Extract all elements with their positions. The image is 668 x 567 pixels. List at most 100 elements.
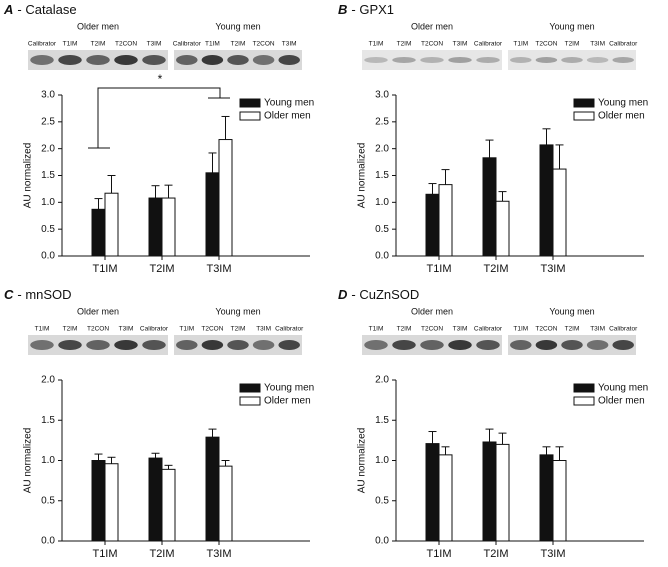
lane-label: T1IM	[205, 41, 220, 48]
lane-label: T2IM	[231, 326, 246, 333]
blot-band	[201, 340, 224, 350]
lane-label: T2IM	[397, 41, 412, 48]
lane-label: T2IM	[231, 41, 246, 48]
lane-label: T1IM	[369, 41, 384, 48]
y-tick-label: 2.0	[41, 143, 55, 154]
blot-band	[561, 57, 583, 63]
bar	[104, 463, 119, 542]
lane-label: T2IM	[397, 326, 412, 333]
legend-label: Older men	[598, 396, 645, 407]
panel-name: - GPX1	[351, 2, 394, 17]
bar	[425, 443, 440, 542]
blot-band	[476, 340, 500, 350]
blot-band	[176, 340, 198, 350]
blot-band	[30, 55, 54, 65]
blot-band	[142, 55, 166, 65]
blot-band	[58, 55, 82, 65]
y-axis-label: AU normalized	[357, 143, 368, 209]
y-tick-label: 1.5	[41, 415, 55, 426]
bar	[218, 465, 233, 542]
blot-band	[392, 57, 416, 63]
lane-label: T3IM	[119, 326, 134, 333]
blot-group-label: Older men	[411, 306, 453, 316]
y-tick-label: 0.5	[375, 224, 389, 235]
panel-letter: C	[4, 287, 14, 302]
panel-name: - Catalase	[17, 2, 76, 17]
legend-label: Older men	[264, 111, 311, 122]
legend-label: Young men	[264, 383, 314, 394]
legend-label: Young men	[598, 98, 648, 109]
bar	[438, 184, 453, 257]
x-tick-label: T3IM	[206, 263, 231, 275]
lane-label: T1IM	[63, 41, 78, 48]
lane-label: T3IM	[147, 41, 162, 48]
lane-label: T2CON	[87, 326, 109, 333]
bar	[91, 460, 106, 542]
blot-band	[176, 55, 198, 65]
bar	[218, 139, 233, 257]
blot-group-label: Older men	[77, 306, 119, 316]
legend-swatch	[573, 111, 595, 121]
legend-label: Young men	[264, 98, 314, 109]
legend-swatch	[239, 396, 261, 406]
lane-label: T2IM	[91, 41, 106, 48]
x-tick-label: T1IM	[426, 548, 451, 560]
y-tick-label: 1.0	[375, 455, 389, 466]
x-tick-label: T2IM	[149, 263, 174, 275]
y-axis-label: AU normalized	[23, 428, 34, 494]
lane-label: T1IM	[179, 326, 194, 333]
lane-label: T1IM	[35, 326, 50, 333]
blot-band	[420, 57, 444, 63]
y-axis-label: AU normalized	[357, 428, 368, 494]
blot-band	[420, 340, 444, 350]
blot-band	[510, 57, 532, 63]
blot-band	[58, 340, 82, 350]
blot-group-label: Young men	[549, 21, 594, 31]
blot-band	[535, 57, 558, 63]
y-tick-label: 0.0	[375, 251, 389, 262]
y-tick-label: 2.5	[375, 116, 389, 127]
blot-band	[30, 340, 54, 350]
bar	[495, 200, 510, 257]
blot-band	[535, 340, 558, 350]
lane-label: T2CON	[115, 41, 137, 48]
lane-label: T3IM	[590, 326, 605, 333]
blot-band	[227, 55, 249, 65]
blot-band	[364, 340, 388, 350]
bar	[495, 443, 510, 542]
blot-band	[252, 55, 275, 65]
blot-band	[612, 57, 634, 63]
lane-label: Calibrator	[140, 326, 169, 333]
lane-label: Calibrator	[474, 326, 503, 333]
bar	[161, 197, 176, 257]
y-tick-label: 1.0	[41, 455, 55, 466]
y-tick-label: 1.5	[375, 415, 389, 426]
lane-label: T2IM	[63, 326, 78, 333]
bar	[205, 436, 220, 542]
lane-label: Calibrator	[28, 41, 57, 48]
bar	[161, 468, 176, 542]
lane-label: T2CON	[421, 326, 443, 333]
bar	[482, 441, 497, 542]
y-tick-label: 0.0	[41, 536, 55, 547]
lane-label: T3IM	[453, 326, 468, 333]
lane-label: T2CON	[535, 41, 557, 48]
lane-label: T2CON	[421, 41, 443, 48]
panel-name: - mnSOD	[17, 287, 71, 302]
y-tick-label: 1.0	[41, 197, 55, 208]
x-tick-label: T1IM	[92, 263, 117, 275]
significance-mark: *	[158, 72, 163, 86]
bar	[148, 197, 163, 257]
y-tick-label: 0.0	[375, 536, 389, 547]
blot-group-label: Young men	[549, 306, 594, 316]
panel-letter: D	[338, 287, 348, 302]
lane-label: Calibrator	[609, 41, 638, 48]
lane-label: T1IM	[513, 41, 528, 48]
legend-swatch	[239, 98, 261, 108]
blot-band	[86, 340, 110, 350]
legend-label: Older men	[264, 396, 311, 407]
bar	[539, 454, 554, 542]
x-tick-label: T2IM	[483, 548, 508, 560]
lane-label: Calibrator	[173, 41, 202, 48]
panel-letter: B	[338, 2, 347, 17]
